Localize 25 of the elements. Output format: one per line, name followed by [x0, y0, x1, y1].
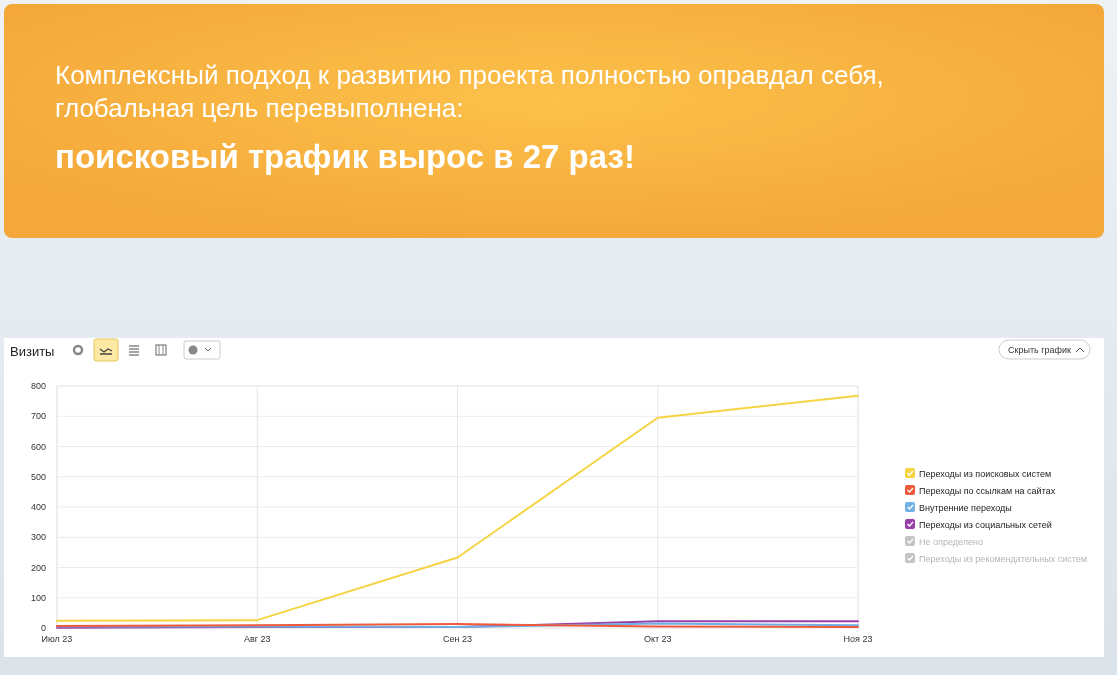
legend-label: Не определено	[919, 536, 983, 547]
x-tick-label: Окт 23	[643, 634, 672, 644]
y-tick-label: 700	[30, 411, 46, 422]
legend-label: Переходы из поисковых систем	[919, 468, 1052, 479]
y-tick-label: 500	[30, 471, 46, 482]
y-tick-label: 400	[30, 502, 46, 512]
y-tick-label: 200	[30, 562, 46, 573]
chart-subtitle: поисковый трафик вырос в 27 раз!	[55, 138, 635, 175]
legend-label: Переходы из социальных сетей	[919, 519, 1052, 530]
legend-label: Переходы из рекомендательных систем	[919, 553, 1087, 564]
y-tick-label: 300	[30, 532, 46, 543]
y-tick-label: 100	[30, 592, 46, 603]
y-tick-label: 0	[40, 623, 46, 633]
y-tick-label: 600	[30, 441, 46, 452]
x-tick-label: Авг 23	[243, 634, 271, 644]
text: Скрыть график	[1008, 345, 1071, 355]
x-tick-label: Июл 23	[41, 634, 73, 644]
line-series	[56, 394, 859, 622]
x-tick-label: Сен 23	[443, 634, 472, 644]
y-tick-label: 800	[30, 381, 46, 391]
legend-label: Внутренние переходы	[919, 502, 1012, 513]
chart-title: Комплексный подход к развитию проекта полностью оправдал себя, глобальная цель перевыполнена:	[55, 60, 884, 123]
legend-label: Переходы по ссылкам на сайтах	[919, 485, 1056, 496]
x-tick-label: Ноя 23	[843, 634, 873, 644]
text: Визиты	[10, 344, 55, 359]
